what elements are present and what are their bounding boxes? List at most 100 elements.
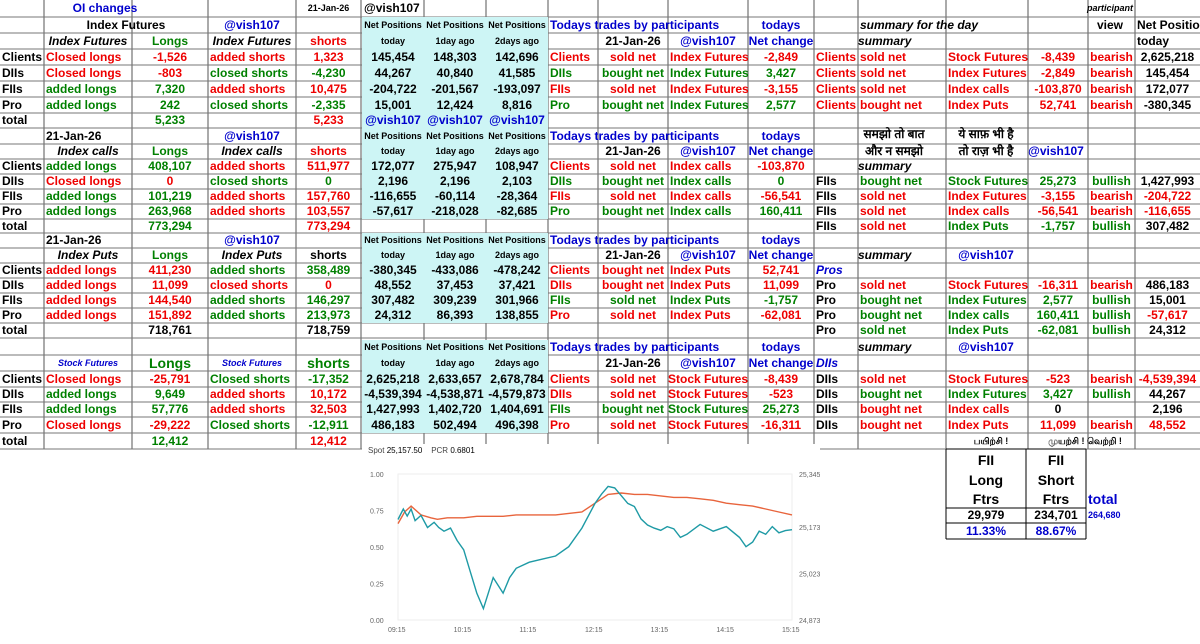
cell: 718,761 (148, 323, 192, 337)
cell: -380,345 (362, 263, 424, 278)
cell: @vish107 (224, 233, 280, 247)
cell: Index Futures (212, 34, 292, 48)
cell: 234,701 (1034, 508, 1078, 522)
pcr-value: 0.6801 (450, 446, 475, 455)
cell: added longs (46, 263, 117, 277)
cell: Pro (550, 204, 571, 218)
cell: FIIs (550, 293, 571, 307)
cell: total (1088, 491, 1118, 507)
cell: Net Positions (362, 128, 424, 144)
cell: -116,655 (362, 189, 424, 204)
cell: -12,911 (308, 418, 349, 432)
cell: 88.67% (1035, 524, 1077, 538)
cell: Closed longs (46, 174, 122, 188)
cell: -8,439 (763, 372, 799, 386)
cell: பயிற்சி ! (973, 436, 1009, 446)
cell: bought net (860, 402, 922, 416)
cell: 40,840 (424, 65, 486, 81)
cell: bought net (602, 402, 664, 416)
x-tick-label: 09:15 (388, 627, 406, 634)
cell: DIIs (816, 387, 839, 401)
cell: Clients (550, 159, 591, 173)
cell: Index calls (57, 144, 119, 158)
cell: Stock Futures (948, 278, 1028, 292)
cell: 2,577 (1042, 293, 1074, 307)
cell: FIIs (816, 204, 837, 218)
y-tick-label-right: 24,873 (799, 618, 820, 625)
cell: bearish (1090, 278, 1133, 292)
cell: 1,323 (313, 50, 344, 64)
cell: -62,081 (1037, 323, 1079, 337)
cell: 86,393 (424, 308, 486, 323)
cell: Net Positions (424, 17, 486, 33)
cell: sold net (609, 372, 656, 386)
cell: Stock Futures (668, 418, 748, 432)
cell: Pro (2, 418, 23, 432)
cell: Todays trades by participants (550, 18, 720, 32)
cell: तो राज़ भी है (958, 144, 1014, 158)
cell: FIIs (816, 219, 837, 233)
cell: Net Positions (486, 340, 548, 355)
cell: -103,870 (757, 159, 805, 173)
cell: -204,722 (362, 81, 424, 97)
cell: 0 (777, 174, 785, 188)
cell: bought net (602, 98, 664, 112)
cell: 12,424 (424, 97, 486, 113)
cell: -57,617 (1147, 308, 1188, 322)
cell: -2,335 (311, 98, 346, 112)
cell: 21-Jan-26 (46, 129, 102, 143)
cell: Index Futures (670, 50, 748, 64)
cell: FII (977, 452, 995, 468)
cell: -2,849 (763, 50, 799, 64)
cell: 21-Jan-26 (605, 248, 661, 262)
cell: added longs (46, 82, 117, 96)
cell: Closed shorts (210, 372, 291, 386)
cell: 12,412 (310, 434, 347, 448)
cell: Todays trades by participants (550, 233, 720, 247)
cell: -25,791 (149, 372, 191, 386)
cell: 1,427,993 (362, 402, 424, 417)
cell: closed shorts (210, 66, 289, 80)
cell: -1,526 (152, 50, 188, 64)
cell: summary (858, 159, 912, 173)
cell: sold net (860, 82, 907, 96)
cell: bullish (1092, 219, 1131, 233)
cell: Clients (550, 263, 591, 277)
cell: Index Puts (221, 248, 283, 262)
cell: todays (761, 129, 801, 143)
cell: DIIs (550, 387, 573, 401)
cell: Index calls (670, 189, 732, 203)
cell: Pro (2, 98, 23, 112)
cell: Longs (152, 34, 188, 48)
cell: Net Positions (424, 340, 486, 355)
cell: Pros (816, 263, 843, 277)
cell: Todays trades by participants (550, 129, 720, 143)
cell: -193,097 (486, 81, 548, 97)
cell: today (362, 248, 424, 263)
cell: Todays trades by participants (550, 340, 720, 354)
cell: -2,849 (1040, 66, 1076, 80)
cell: Index calls (948, 308, 1010, 322)
cell: -1,757 (763, 293, 799, 307)
cell: today (362, 33, 424, 49)
cell: added shorts (210, 82, 286, 96)
cell: 3,427 (1042, 387, 1074, 401)
cell: 2,625,218 (362, 371, 424, 387)
cell: 11,099 (762, 278, 800, 292)
cell: समझो तो बात (863, 127, 925, 141)
cell: -4,230 (311, 66, 346, 80)
cell: @vish107 (680, 356, 736, 370)
cell: 1,402,720 (424, 402, 486, 417)
cell: 309,239 (424, 293, 486, 308)
cell: Pro (816, 278, 837, 292)
cell: DIIs (550, 278, 573, 292)
cell: bullish (1092, 323, 1131, 337)
cell: 157,760 (306, 189, 351, 203)
cell: added longs (46, 189, 117, 203)
cell: closed shorts (210, 174, 289, 188)
cell: 0 (325, 174, 332, 188)
cell: bullish (1092, 174, 1131, 188)
cell: Index calls (670, 204, 732, 218)
cell: bought net (602, 174, 664, 188)
cell: 108,947 (486, 159, 548, 174)
